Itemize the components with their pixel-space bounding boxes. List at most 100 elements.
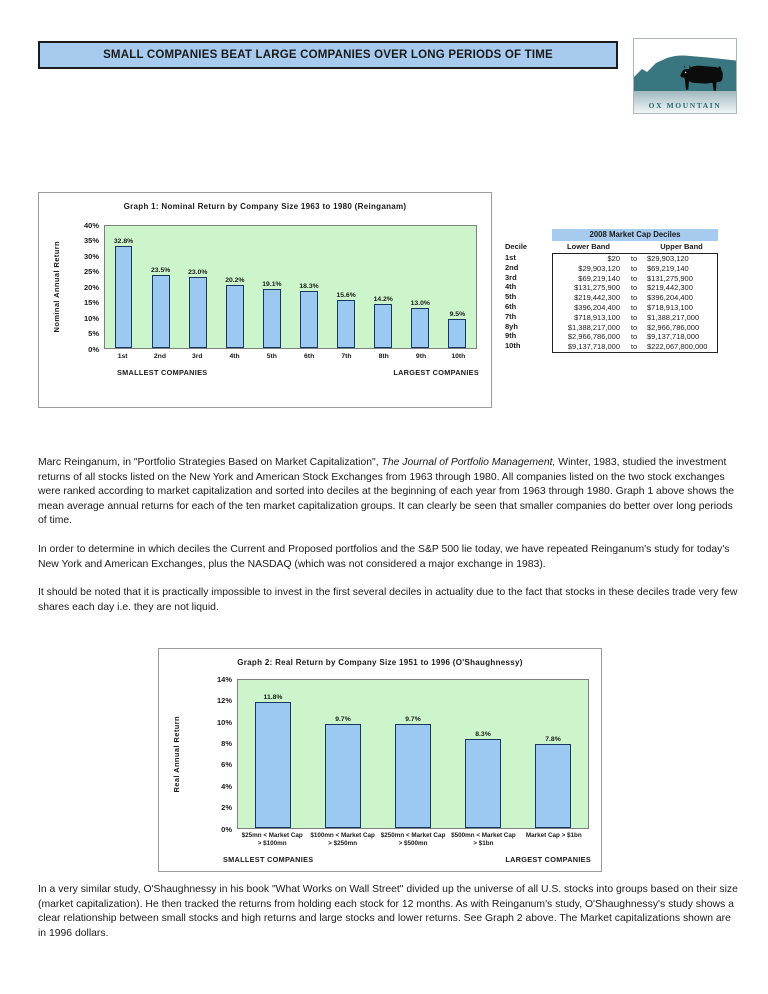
upper-band-cell: $29,903,120: [647, 254, 689, 263]
y-axis-title-text: Real Annual Return: [171, 715, 181, 793]
to-cell: to: [630, 263, 638, 273]
chart-area: Nominal Annual Return 40% 35% 30% 25% 20% 15% 1…: [39, 221, 491, 361]
to-cell: to: [630, 273, 638, 283]
journal-title-italic: The Journal of Portfolio Management,: [381, 457, 556, 468]
decile-row-label: 7th: [505, 311, 517, 321]
x-tick-label: 6th: [304, 353, 315, 360]
bar-slot: 20.2%: [216, 226, 253, 348]
page-title-banner: SMALL COMPANIES BEAT LARGE COMPANIES OVE…: [38, 41, 618, 69]
decile-label-column: 1st 2nd 3rd 4th 5th 6th 7th 8yh 9th 10th: [505, 253, 552, 353]
bar: [464, 739, 502, 828]
bar-slot: 15.6%: [328, 226, 365, 348]
paragraph-reinganum-study: Marc Reinganum, in "Portfolio Strategies…: [38, 456, 738, 529]
bar: [448, 318, 467, 348]
paragraph-oshaughnessy-study: In a very similar study, O'Shaughnessy i…: [38, 884, 738, 939]
bar: [300, 291, 318, 348]
bar: [254, 701, 292, 828]
company-logo: OX MOUNTAIN: [633, 38, 737, 114]
lower-band-cell: $219,442,300: [574, 293, 620, 303]
y-axis-ticks: 40% 35% 30% 25% 20% 15% 10% 5% 0%: [67, 221, 104, 354]
bar-slot: 9.7%: [378, 680, 448, 828]
plot-area: 32.8% 23.5% 23.0% 20.2% 19.1% 18.3% 15.6% 14.2%…: [104, 225, 477, 349]
bar: [394, 724, 432, 828]
bar: [337, 299, 355, 348]
x-tick-label: $250mn < Market Cap > $500mn: [380, 832, 446, 847]
y-axis-title: Real Annual Return: [165, 679, 187, 829]
y-tick-label: 0%: [88, 344, 99, 354]
decile-row-label: 9th: [505, 331, 517, 341]
bar-value-label: 11.8%: [263, 693, 283, 701]
y-tick-label: 6%: [221, 760, 232, 770]
lower-band-cell: $29,903,120: [578, 263, 620, 273]
decile-row-label: 5th: [505, 292, 517, 302]
page-title: SMALL COMPANIES BEAT LARGE COMPANIES OVE…: [103, 49, 553, 61]
y-tick-label: 8%: [221, 739, 232, 749]
bar: [324, 724, 362, 828]
decile-values-box: $20 to $29,903,120 $29,903,120 to $69,219,140…: [552, 253, 718, 353]
y-tick-label: 5%: [88, 329, 99, 339]
x-tick-label: 4th: [229, 353, 240, 360]
column-header-decile: Decile: [505, 242, 528, 251]
logo-text: OX MOUNTAIN: [648, 101, 722, 110]
table-row: $131,275,900 to $219,442,300: [553, 283, 717, 293]
bar: [411, 307, 430, 348]
market-cap-deciles-table: 2008 Market Cap Deciles Decile Lower Ban…: [505, 229, 719, 353]
decile-row-label: 10th: [505, 341, 521, 351]
to-cell: to: [630, 332, 638, 342]
upper-band-cell: $131,275,900: [647, 273, 693, 283]
paragraph-liquidity-note: It should be noted that it is practicall…: [38, 587, 738, 613]
lower-band-cell: $718,913,100: [574, 312, 620, 322]
to-cell: to: [630, 254, 638, 263]
y-tick-label: 4%: [221, 781, 232, 791]
to-cell: to: [630, 302, 638, 312]
bar-slot: 9.5%: [439, 226, 476, 348]
x-tick-label: 3rd: [191, 353, 203, 360]
lower-band-cell: $20: [607, 254, 620, 263]
x-tick-label: 5th: [266, 353, 277, 360]
bar-value-label: 14.2%: [373, 295, 393, 303]
ox-mountain-logo-graphic: [634, 39, 736, 113]
lower-band-cell: $131,275,900: [574, 283, 620, 293]
lower-band-cell: $9,137,718,000: [567, 342, 620, 352]
to-cell: to: [630, 342, 638, 352]
bar: [534, 744, 572, 828]
x-tick-label: $100mn < Market Cap > $250mn: [310, 832, 375, 847]
decile-row-label: 6th: [505, 301, 517, 311]
plot-area: 11.8% 9.7% 9.7% 8.3% 7.8%: [237, 679, 589, 829]
x-tick-label: 7th: [341, 353, 352, 360]
y-tick-label: 15%: [83, 298, 99, 308]
x-tick-label: 2nd: [153, 353, 166, 360]
upper-band-cell: $396,204,400: [647, 293, 693, 303]
decile-row-label: 4th: [505, 282, 517, 292]
x-tick-label: 8th: [378, 353, 389, 360]
bar-value-label: 23.0%: [188, 268, 208, 276]
paragraph-text: Marc Reinganum, in "Portfolio Strategies…: [38, 457, 382, 468]
decile-row-label: 1st: [505, 253, 516, 262]
plot-column: 32.8% 23.5% 23.0% 20.2% 19.1% 18.3% 15.6% 14.2%…: [104, 225, 491, 361]
x-tick-label: $500mn < Market Cap > $1bn: [451, 832, 516, 847]
largest-companies-label: LARGEST COMPANIES: [505, 855, 591, 864]
upper-band-cell: $219,442,300: [647, 283, 693, 293]
bar-slot: 23.0%: [179, 226, 216, 348]
y-tick-label: 20%: [83, 282, 99, 292]
bar-value-label: 15.6%: [336, 291, 356, 299]
bar: [151, 275, 170, 348]
lower-band-cell: $1,388,217,000: [567, 322, 620, 332]
upper-band-cell: $222,067,800,000: [647, 342, 708, 352]
table-row: $9,137,718,000 to $222,067,800,000: [553, 342, 717, 352]
table-title: 2008 Market Cap Deciles: [552, 229, 718, 241]
bar-value-label: 7.8%: [545, 736, 561, 744]
upper-band-cell: $2,966,786,000: [647, 322, 700, 332]
x-tick-label: 9th: [415, 353, 427, 360]
plot-column: 11.8% 9.7% 9.7% 8.3% 7.8% $25mn < Market Cap …: [237, 679, 601, 848]
decile-row-label: 2nd: [505, 262, 519, 272]
lower-band-cell: $2,966,786,000: [567, 332, 620, 342]
y-axis-ticks: 14% 12% 10% 8% 6% 4% 2% 0%: [187, 675, 237, 834]
bar: [374, 303, 393, 348]
bar-slot: 8.3%: [448, 680, 518, 828]
to-cell: to: [630, 293, 638, 303]
bar-slot: 14.2%: [365, 226, 402, 348]
to-cell: to: [630, 312, 638, 322]
paragraph-text: Winter, 1983, studied the investment ret…: [38, 457, 735, 527]
